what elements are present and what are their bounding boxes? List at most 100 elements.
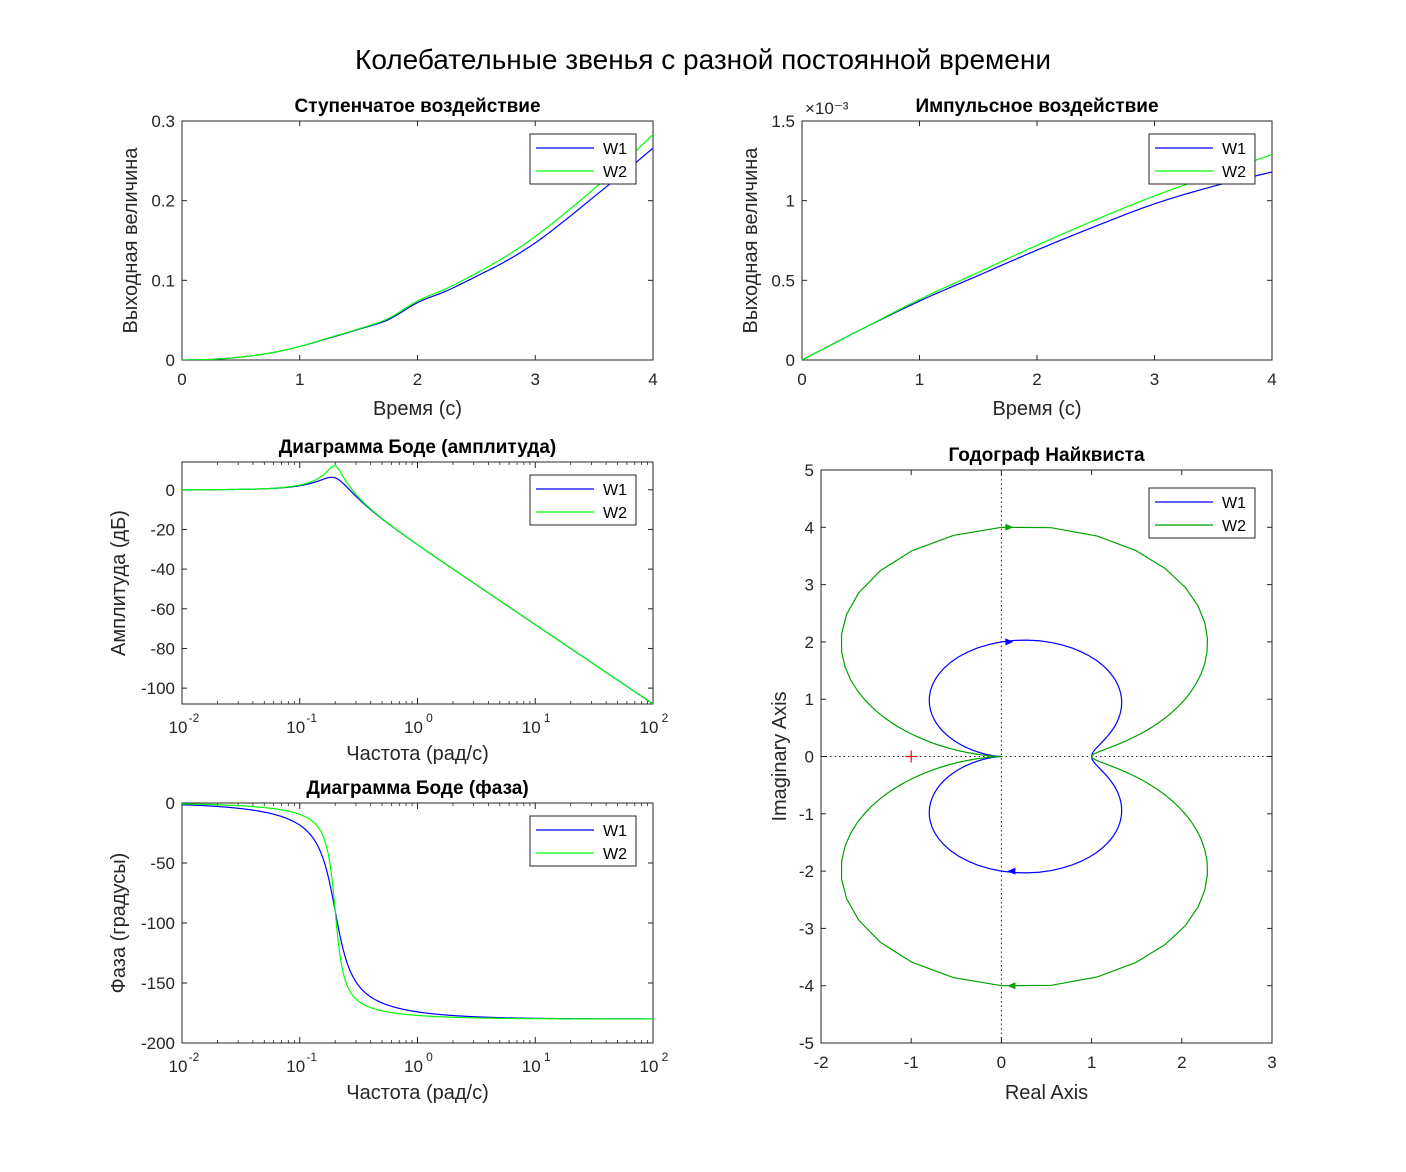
y-tick-label: 0.2: [151, 192, 175, 211]
x-tick-label: 2: [1177, 1053, 1186, 1072]
x-tick-label: 2: [413, 370, 422, 389]
nyquist-arrow-w1: [1005, 638, 1014, 646]
x-tick-exponent: -2: [189, 1050, 200, 1064]
x-tick-label: 3: [531, 370, 540, 389]
y-tick-label: -100: [141, 914, 175, 933]
legend-box: [529, 815, 637, 867]
legend-label-w1: W1: [1222, 495, 1246, 512]
y-axis-exponent: ×10⁻³: [805, 99, 849, 118]
nyquist-branch-pos-freq-w2: [840, 526, 1209, 758]
y-tick-label: 3: [805, 576, 814, 595]
y-tick-label: 1: [805, 690, 814, 709]
y-tick-label: 0.5: [771, 271, 795, 290]
y-tick-label: 0: [786, 351, 795, 370]
y-tick-label: -5: [799, 1034, 814, 1053]
axes-title: Импульсное воздействие: [915, 96, 1158, 117]
x-tick-label: 3: [1150, 370, 1159, 389]
x-tick-base: 10: [522, 1057, 541, 1076]
y-tick-label: 1.5: [771, 112, 795, 131]
x-tick-base: 10: [640, 1057, 659, 1076]
axes-title: Годограф Найквиста: [948, 445, 1145, 466]
y-tick-label: -200: [141, 1034, 175, 1053]
x-tick-base: 10: [522, 718, 541, 737]
axes-title: Ступенчатое воздействие: [294, 96, 540, 117]
y-tick-label: -150: [141, 974, 175, 993]
impulse-response-axes: 0 1 2 3 4 0 0.5 1 1.5 Импульсное воздействие Время…: [740, 96, 1277, 420]
y-tick-label: 4: [805, 518, 814, 537]
y-tick-label: -40: [150, 560, 175, 579]
x-tick-label: -2: [813, 1053, 828, 1072]
x-axis-label: Частота (рад/с): [346, 1082, 488, 1104]
x-tick-label: 0: [997, 1053, 1006, 1072]
legend-label-w1: W1: [603, 141, 627, 158]
x-tick-base: 10: [404, 1057, 423, 1076]
y-axis-label: Фаза (градусы): [108, 853, 130, 994]
x-tick-exponent: 2: [662, 1050, 669, 1064]
axes-title: Диаграмма Боде (фаза): [306, 778, 528, 799]
nyquist-arrow-w2: [1007, 982, 1016, 990]
y-tick-label: -80: [150, 639, 175, 658]
x-tick-exponent: -2: [189, 711, 200, 725]
legend-label-w1: W1: [1222, 141, 1246, 158]
x-tick-base: 10: [169, 718, 188, 737]
legend-label-w1: W1: [603, 482, 627, 499]
x-tick-exponent: -1: [306, 1050, 317, 1064]
x-tick-exponent: 1: [544, 1050, 551, 1064]
x-tick-label: 1: [1087, 1053, 1096, 1072]
x-tick-label: 4: [648, 370, 657, 389]
legend-box: [1148, 487, 1256, 539]
x-tick-label: 0: [177, 370, 186, 389]
x-tick-label: 0: [797, 370, 806, 389]
x-tick-label: -1: [904, 1053, 919, 1072]
x-tick-exponent: 2: [662, 711, 669, 725]
y-tick-label: -50: [150, 854, 175, 873]
legend-label-w2: W2: [603, 846, 627, 863]
x-tick-exponent: 0: [426, 1050, 433, 1064]
series-line-w2: [182, 134, 653, 360]
y-tick-label: -2: [799, 862, 814, 881]
x-axis-label: Real Axis: [1005, 1082, 1088, 1104]
legend-label-w2: W2: [1222, 164, 1246, 181]
y-tick-label: 0.1: [151, 271, 175, 290]
y-tick-label: 0: [166, 481, 175, 500]
x-tick-label: 1: [295, 370, 304, 389]
x-axis-label: Время (с): [992, 398, 1081, 420]
y-axis-label: Imaginary Axis: [769, 691, 791, 821]
legend-box: [1148, 133, 1256, 185]
y-tick-label: 0: [166, 794, 175, 813]
x-tick-base: 10: [169, 1057, 188, 1076]
legend-box: [529, 474, 637, 526]
nyquist-axes: -2 -1 0 1 2 3 -5 -4 -3 -2 -1 0 1 2 3 4 5 Годограф Найквис…: [769, 445, 1277, 1104]
y-axis-label: Амплитуда (дБ): [108, 510, 130, 656]
y-tick-label: 0.3: [151, 112, 175, 131]
y-tick-label: 1: [786, 192, 795, 211]
y-tick-label: 2: [805, 633, 814, 652]
y-axis-label: Выходная величина: [120, 147, 142, 334]
x-tick-base: 10: [286, 1057, 305, 1076]
y-tick-label: 0: [805, 748, 814, 767]
x-tick-label: 1: [915, 370, 924, 389]
bode-magnitude-axes: 10 -2 10 -1 10 0 10 1 10 20-20-40-60-80-100Диагра…: [108, 437, 669, 765]
x-tick-exponent: -1: [306, 711, 317, 725]
y-tick-label: -100: [141, 679, 175, 698]
nyquist-arrow-w2: [1005, 523, 1014, 531]
y-tick-label: -4: [799, 977, 814, 996]
series-line-w2: [182, 803, 653, 1020]
y-tick-label: -3: [799, 919, 814, 938]
legend-label-w2: W2: [603, 164, 627, 181]
figure-suptitle: Колебательные звенья с разной постоянной…: [355, 44, 1051, 75]
bode-phase-axes: 10 -2 10 -1 10 0 10 1 10 20-50-100-150-200Диаграм…: [108, 778, 669, 1104]
y-tick-label: -20: [150, 520, 175, 539]
series-line-w2: [182, 465, 653, 704]
legend-label-w2: W2: [1222, 518, 1246, 535]
axes-title: Диаграмма Боде (амплитуда): [279, 437, 557, 458]
legend-label-w2: W2: [603, 505, 627, 522]
x-tick-exponent: 0: [426, 711, 433, 725]
x-tick-label: 4: [1267, 370, 1276, 389]
step-response-axes: 0 1 2 3 4 0 0.1 0.2 0.3 Ступенчатое воздействие Вр…: [120, 96, 658, 420]
y-tick-label: 0: [166, 351, 175, 370]
x-tick-base: 10: [640, 718, 659, 737]
x-tick-label: 2: [1032, 370, 1041, 389]
legend-box: [529, 133, 637, 185]
